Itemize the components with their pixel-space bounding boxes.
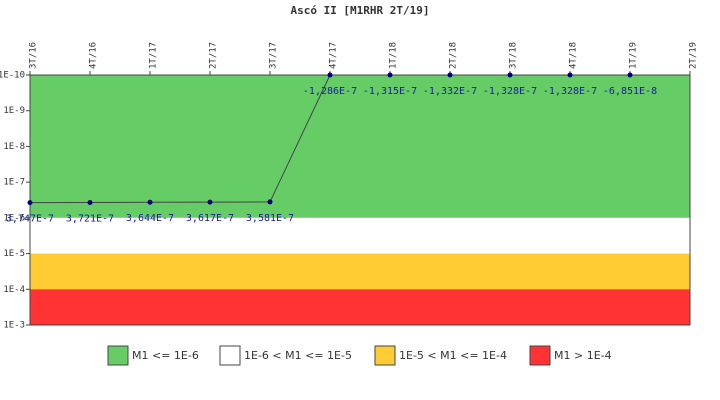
y-tick-label: 1E-8 <box>3 142 25 152</box>
legend-label: 1E-5 < M1 <= 1E-4 <box>399 349 507 362</box>
y-tick-label: 1E-10 <box>0 71 25 81</box>
legend-label: M1 <= 1E-6 <box>132 349 199 362</box>
band <box>30 289 690 325</box>
y-tick-label: 1E-5 <box>3 249 25 259</box>
legend-swatch <box>107 345 129 366</box>
legend-label: 1E-6 < M1 <= 1E-5 <box>244 349 352 362</box>
x-tick-label: 3T/18 <box>509 42 519 69</box>
y-tick-label: 1E-7 <box>3 178 25 188</box>
point <box>327 72 333 78</box>
x-tick-label: 4T/17 <box>329 42 339 69</box>
x-tick-label: 1T/18 <box>389 42 399 69</box>
legend-label: M1 > 1E-4 <box>554 349 612 362</box>
point <box>27 200 33 206</box>
point <box>507 72 513 78</box>
point <box>87 200 93 206</box>
band <box>30 217 690 254</box>
x-tick-label: 2T/19 <box>689 42 699 69</box>
value-label: -1,328E-7 <box>543 86 597 97</box>
x-tick-label: 3T/17 <box>269 42 279 69</box>
point <box>447 72 453 78</box>
value-label: -1,328E-7 <box>483 86 537 97</box>
value-label: -1,332E-7 <box>423 86 477 97</box>
legend-swatch <box>374 345 396 366</box>
value-label: 3,581E-7 <box>246 213 294 224</box>
x-tick-label: 2T/17 <box>209 42 219 69</box>
point <box>147 199 153 205</box>
x-tick-label: 4T/16 <box>89 42 99 69</box>
y-tick-label: 1E-9 <box>3 106 25 116</box>
x-tick-label: 1T/17 <box>149 42 159 69</box>
value-label: 3,721E-7 <box>66 214 114 225</box>
value-label: 3,617E-7 <box>186 213 234 224</box>
value-label: -1,286E-7 <box>303 86 357 97</box>
point <box>627 72 633 78</box>
band <box>30 253 690 290</box>
band <box>30 75 690 218</box>
point <box>387 72 393 78</box>
point <box>267 199 273 205</box>
point <box>567 72 573 78</box>
point <box>207 199 213 205</box>
legend-swatch <box>219 345 241 366</box>
x-tick-label: 1T/19 <box>629 42 639 69</box>
y-tick-label: 1E-3 <box>3 321 25 331</box>
value-label: 3,747E-7 <box>6 214 54 225</box>
y-tick-label: 1E-4 <box>3 285 25 295</box>
x-tick-label: 2T/18 <box>449 42 459 69</box>
chart-title: Ascó II [M1RHR 2T/19] <box>290 4 429 17</box>
x-tick-label: 4T/18 <box>569 42 579 69</box>
x-tick-label: 3T/16 <box>29 42 39 69</box>
value-label: 3,644E-7 <box>126 213 174 224</box>
value-label: -1,315E-7 <box>363 86 417 97</box>
value-label: -6,851E-8 <box>603 86 657 97</box>
legend-swatch <box>529 345 551 366</box>
y-tick-label: 1E-6 <box>3 213 25 223</box>
